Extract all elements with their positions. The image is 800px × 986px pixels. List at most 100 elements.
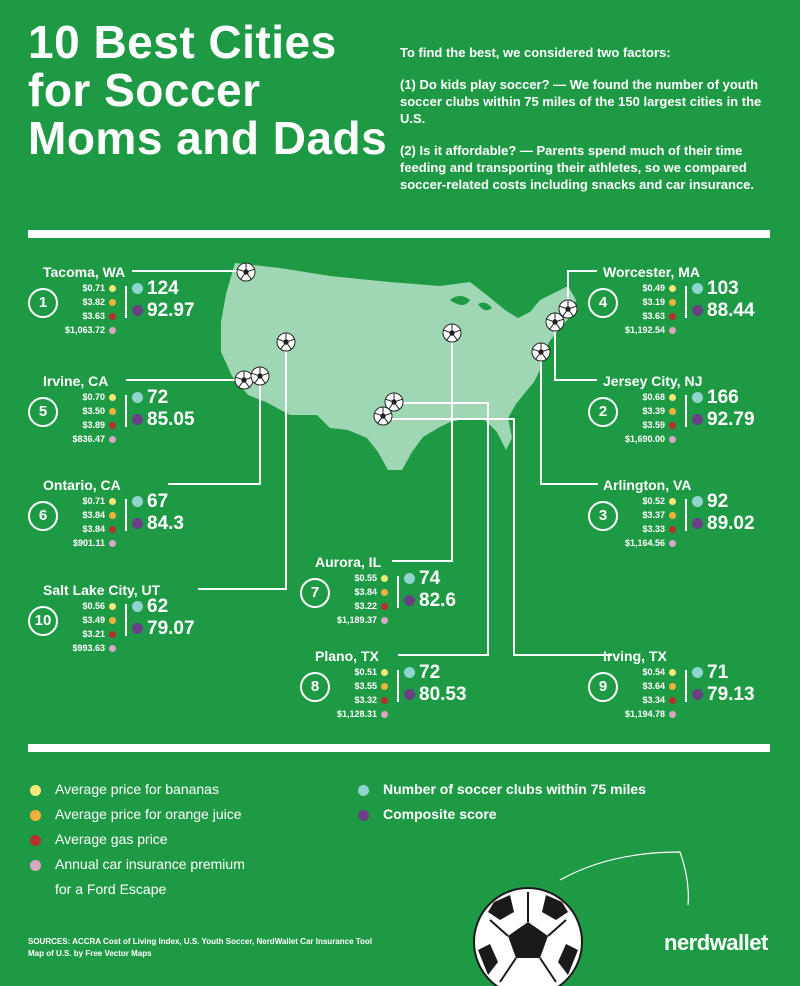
insurance-price: $901.11: [72, 538, 105, 548]
composite-score: 89.02: [707, 513, 755, 534]
intro-factor-1: (1) Do kids play soccer? — We found the …: [400, 77, 762, 126]
insurance-legend-icon: [30, 859, 41, 871]
oj-price: $3.64: [642, 681, 665, 691]
stats: 67 84.3: [132, 491, 184, 535]
composite-score: 92.79: [707, 409, 755, 430]
insurance-dot-icon: [669, 327, 676, 335]
composite-score: 79.07: [147, 618, 195, 639]
clubs-count: 67: [147, 491, 169, 512]
gas-price: $3.59: [642, 420, 665, 430]
oj-price: $3.50: [82, 406, 105, 416]
gas-dot-icon: [109, 313, 116, 321]
clubs-count: 71: [707, 662, 729, 683]
rank-badge: 4: [588, 288, 618, 318]
rank-badge: 10: [28, 606, 58, 636]
leader-plano: [394, 402, 489, 656]
rank-badge: 7: [300, 578, 330, 608]
legend-left: Average price for bananas Average price …: [30, 777, 360, 902]
bananas-price: $0.70: [82, 392, 105, 402]
bananas-dot-icon: [669, 669, 676, 677]
oj-dot-icon: [109, 617, 116, 625]
rank-badge: 9: [588, 672, 618, 702]
oj-dot-icon: [669, 408, 676, 416]
divider-bar: [685, 395, 687, 427]
insurance-dot-icon: [109, 540, 116, 548]
intro-factor-2: (2) Is it affordable? — Parents spend mu…: [400, 143, 755, 192]
score-dot-icon: [404, 595, 415, 607]
clubs-count: 92: [707, 491, 729, 512]
ball-worcester: [558, 299, 578, 319]
bananas-price: $0.54: [642, 667, 665, 677]
bananas-dot-icon: [109, 394, 116, 402]
page-title: 10 Best Cities for Soccer Moms and Dads: [28, 16, 388, 164]
legend-composite: Composite score: [383, 806, 497, 822]
divider-bar: [125, 604, 127, 636]
oj-dot-icon: [109, 299, 116, 307]
price-list: $0.55 $3.84 $3.22 $1,189.37: [322, 571, 388, 627]
bananas-dot-icon: [381, 575, 388, 583]
score-dot-icon: [692, 305, 703, 317]
insurance-dot-icon: [669, 540, 676, 548]
city-name: Worcester, MA: [603, 264, 700, 280]
gas-price: $3.63: [82, 311, 105, 321]
clubs-dot-icon: [692, 496, 703, 508]
bananas-dot-icon: [669, 285, 676, 293]
city-card-ontario: Ontario, CA 6 $0.71 $3.84 $3.84 $901.11 …: [28, 477, 228, 587]
city-card-tacoma: Tacoma, WA 1 $0.71 $3.82 $3.63 $1,063.72…: [28, 264, 228, 374]
insurance-dot-icon: [109, 436, 116, 444]
clubs-count: 103: [707, 278, 739, 299]
oj-price: $3.84: [82, 510, 105, 520]
insurance-price: $1,194.78: [624, 709, 665, 719]
city-card-plano: Plano, TX 8 $0.51 $3.55 $3.32 $1,128.31 …: [300, 648, 500, 758]
insurance-dot-icon: [381, 617, 388, 625]
rank-badge: 6: [28, 501, 58, 531]
insurance-price: $993.63: [72, 643, 105, 653]
ball-tacoma: [236, 262, 256, 282]
city-card-irving: Irving, TX 9 $0.54 $3.64 $3.34 $1,194.78…: [588, 648, 788, 758]
gas-dot-icon: [669, 697, 676, 705]
city-card-salt-lake-city: Salt Lake City, UT 10 $0.56 $3.49 $3.21 …: [28, 582, 228, 692]
bananas-dot-icon: [669, 394, 676, 402]
price-list: $0.70 $3.50 $3.89 $836.47: [50, 390, 116, 446]
intro-text: To find the best, we considered two fact…: [400, 44, 770, 208]
intro-lead: To find the best, we considered two fact…: [400, 45, 671, 60]
score-dot-icon: [132, 305, 143, 317]
city-card-aurora: Aurora, IL 7 $0.55 $3.84 $3.22 $1,189.37…: [300, 554, 500, 664]
composite-score: 88.44: [707, 300, 755, 321]
ball-irvine: [234, 370, 254, 390]
leader-worcester: [567, 270, 597, 310]
score-dot-icon: [404, 689, 415, 701]
gas-dot-icon: [381, 603, 388, 611]
legend-gas: Average gas price: [55, 831, 168, 847]
score-dot-icon: [692, 414, 703, 426]
composite-score: 84.3: [147, 513, 184, 534]
stats: 71 79.13: [692, 662, 755, 706]
composite-legend-icon: [358, 809, 369, 821]
stats: 72 80.53: [404, 662, 467, 706]
divider-bar: [685, 670, 687, 702]
oj-dot-icon: [669, 512, 676, 520]
bananas-dot-icon: [669, 498, 676, 506]
price-list: $0.51 $3.55 $3.32 $1,128.31: [322, 665, 388, 721]
bananas-legend-icon: [30, 784, 41, 796]
bananas-price: $0.71: [82, 283, 105, 293]
oj-dot-icon: [109, 512, 116, 520]
insurance-price: $1,164.56: [624, 538, 665, 548]
gas-price: $3.89: [82, 420, 105, 430]
city-name: Aurora, IL: [315, 554, 382, 570]
composite-score: 92.97: [147, 300, 195, 321]
gas-price: $3.32: [354, 695, 377, 705]
oj-price: $3.55: [354, 681, 377, 691]
rank-badge: 5: [28, 397, 58, 427]
insurance-price: $836.47: [72, 434, 105, 444]
clubs-dot-icon: [404, 667, 415, 679]
clubs-dot-icon: [132, 283, 143, 295]
city-name: Jersey City, NJ: [603, 373, 703, 389]
ball-ontario: [250, 366, 270, 386]
city-name: Plano, TX: [315, 648, 379, 664]
stats: 62 79.07: [132, 596, 195, 640]
oj-price: $3.82: [82, 297, 105, 307]
bananas-price: $0.49: [642, 283, 665, 293]
insurance-dot-icon: [669, 711, 676, 719]
